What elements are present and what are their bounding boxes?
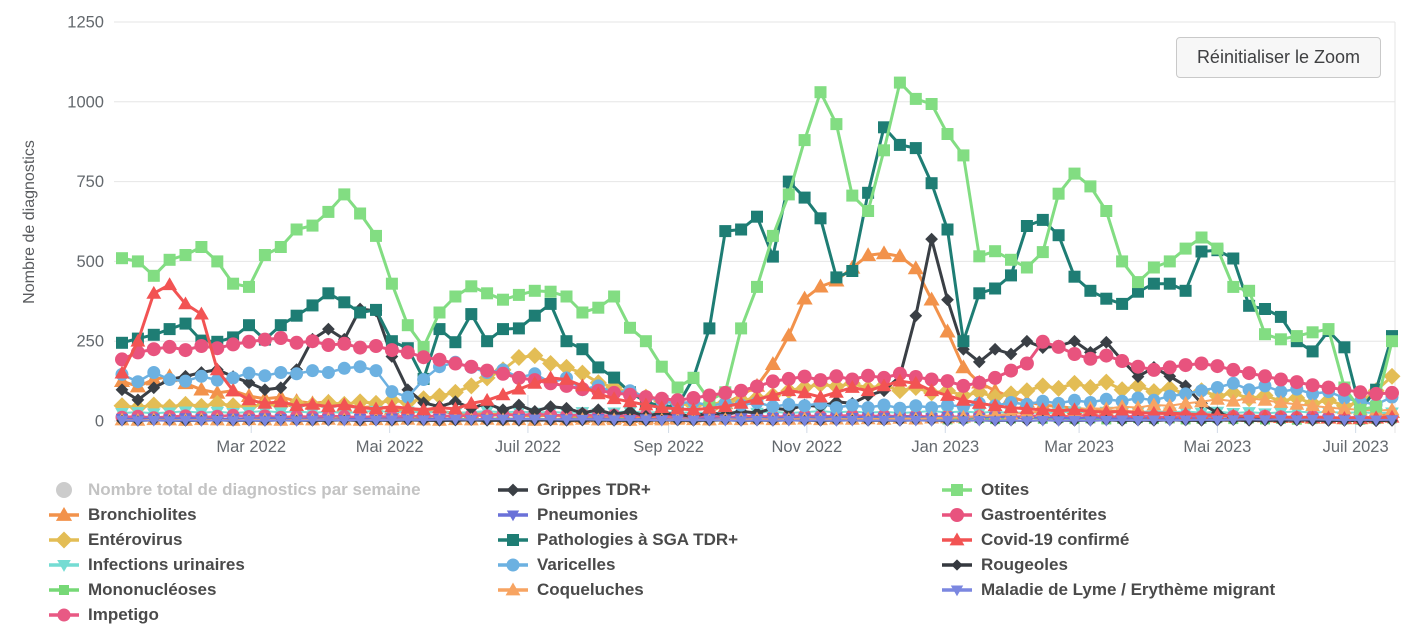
legend-item-enterovirus[interactable]: Entérovirus: [48, 529, 182, 551]
series-otites: [116, 76, 1398, 416]
legend-item-covid[interactable]: Covid-19 confirmé: [941, 529, 1129, 551]
legend-item-otites[interactable]: Otites: [941, 479, 1029, 501]
legend-label-pneumonies: Pneumonies: [537, 505, 639, 524]
svg-text:750: 750: [76, 173, 104, 191]
legend-item-lyme[interactable]: Maladie de Lyme / Erythème migrant: [941, 579, 1275, 601]
legend-marker-rougeoles-icon: [942, 559, 972, 571]
legend-item-pneumonies[interactable]: Pneumonies: [497, 504, 638, 526]
legend-item-mononucleoses[interactable]: Mononucléoses: [48, 579, 216, 601]
svg-text:Mai 2022: Mai 2022: [356, 438, 424, 456]
reset-zoom-button[interactable]: Réinitialiser le Zoom: [1175, 37, 1381, 78]
legend-label-otites: Otites: [981, 480, 1030, 499]
y-axis-title: Nombre de diagnostics: [21, 140, 38, 304]
legend-item-coqueluches[interactable]: Coqueluches: [497, 579, 644, 601]
legend: Nombre total de diagnostics par semaine B…: [0, 477, 1417, 627]
legend-marker-grippes-icon: [498, 483, 528, 497]
legend-marker-lyme-icon: [942, 585, 972, 597]
legend-marker-pneumonies-icon: [498, 510, 528, 522]
svg-text:Mai 2023: Mai 2023: [1183, 438, 1251, 456]
chart-area[interactable]: 0 250 500 750 1000 1250 Mar 2022 Mai 2022 Juil 2…: [0, 0, 1417, 470]
series-sga: [116, 121, 1398, 416]
svg-text:250: 250: [76, 333, 104, 351]
svg-text:Sep 2022: Sep 2022: [633, 438, 704, 456]
legend-marker-mononucleoses-icon: [49, 585, 79, 595]
svg-text:500: 500: [76, 253, 104, 271]
legend-label-sga: Pathologies à SGA TDR+: [537, 530, 739, 549]
legend-item-bronchiolites[interactable]: Bronchiolites: [48, 504, 197, 526]
svg-text:1250: 1250: [67, 14, 104, 32]
legend-label-rougeoles: Rougeoles: [981, 555, 1068, 574]
legend-marker-impetigo-icon: [49, 608, 79, 622]
legend-label-varicelles: Varicelles: [537, 555, 616, 574]
legend-marker-total-icon: [56, 482, 72, 498]
y-axis-tick-labels: 0 250 500 750 1000 1250: [67, 14, 104, 431]
svg-text:Juil 2023: Juil 2023: [1323, 438, 1389, 456]
legend-item-grippes[interactable]: Grippes TDR+: [497, 479, 651, 501]
chart-canvas[interactable]: 0 250 500 750 1000 1250 Mar 2022 Mai 2022 Juil 2…: [0, 0, 1417, 470]
legend-label-total: Nombre total de diagnostics par semaine: [88, 480, 421, 499]
legend-marker-inf_urinaires-icon: [49, 560, 79, 572]
x-axis-tick-labels: Mar 2022 Mai 2022 Juil 2022 Sep 2022 Nov 202…: [216, 438, 1388, 456]
svg-text:Juil 2022: Juil 2022: [495, 438, 561, 456]
legend-item-rougeoles[interactable]: Rougeoles: [941, 554, 1068, 576]
series-lyme: [115, 414, 1399, 427]
legend-label-covid: Covid-19 confirmé: [981, 530, 1130, 549]
svg-text:Mar 2022: Mar 2022: [216, 438, 286, 456]
legend-marker-enterovirus-icon: [49, 531, 79, 549]
legend-item-sga[interactable]: Pathologies à SGA TDR+: [497, 529, 738, 551]
legend-marker-sga-icon: [498, 534, 528, 546]
legend-label-bronchiolites: Bronchiolites: [88, 505, 197, 524]
legend-marker-otites-icon: [942, 484, 972, 496]
svg-text:1000: 1000: [67, 93, 104, 111]
legend-label-impetigo: Impetigo: [88, 605, 159, 624]
svg-text:Nov 2022: Nov 2022: [772, 438, 843, 456]
svg-text:Mar 2023: Mar 2023: [1044, 438, 1114, 456]
legend-item-impetigo[interactable]: Impetigo: [48, 604, 159, 626]
legend-label-gastroenterites: Gastroentérites: [981, 505, 1107, 524]
legend-marker-coqueluches-icon: [498, 582, 528, 596]
legend-marker-bronchiolites-icon: [49, 506, 79, 521]
legend-item-total[interactable]: Nombre total de diagnostics par semaine: [48, 479, 421, 501]
legend-label-inf_urinaires: Infections urinaires: [88, 555, 245, 574]
legend-marker-varicelles-icon: [498, 558, 528, 572]
legend-label-coqueluches: Coqueluches: [537, 580, 644, 599]
legend-item-varicelles[interactable]: Varicelles: [497, 554, 615, 576]
legend-item-inf_urinaires[interactable]: Infections urinaires: [48, 554, 245, 576]
svg-text:Jan 2023: Jan 2023: [911, 438, 979, 456]
legend-label-mononucleoses: Mononucléoses: [88, 580, 217, 599]
legend-label-lyme: Maladie de Lyme / Erythème migrant: [981, 580, 1276, 599]
legend-item-gastroenterites[interactable]: Gastroentérites: [941, 504, 1107, 526]
legend-marker-covid-icon: [942, 532, 972, 546]
legend-marker-gastroenterites-icon: [942, 508, 972, 522]
legend-label-enterovirus: Entérovirus: [88, 530, 183, 549]
svg-text:0: 0: [95, 413, 104, 431]
legend-label-grippes: Grippes TDR+: [537, 480, 651, 499]
